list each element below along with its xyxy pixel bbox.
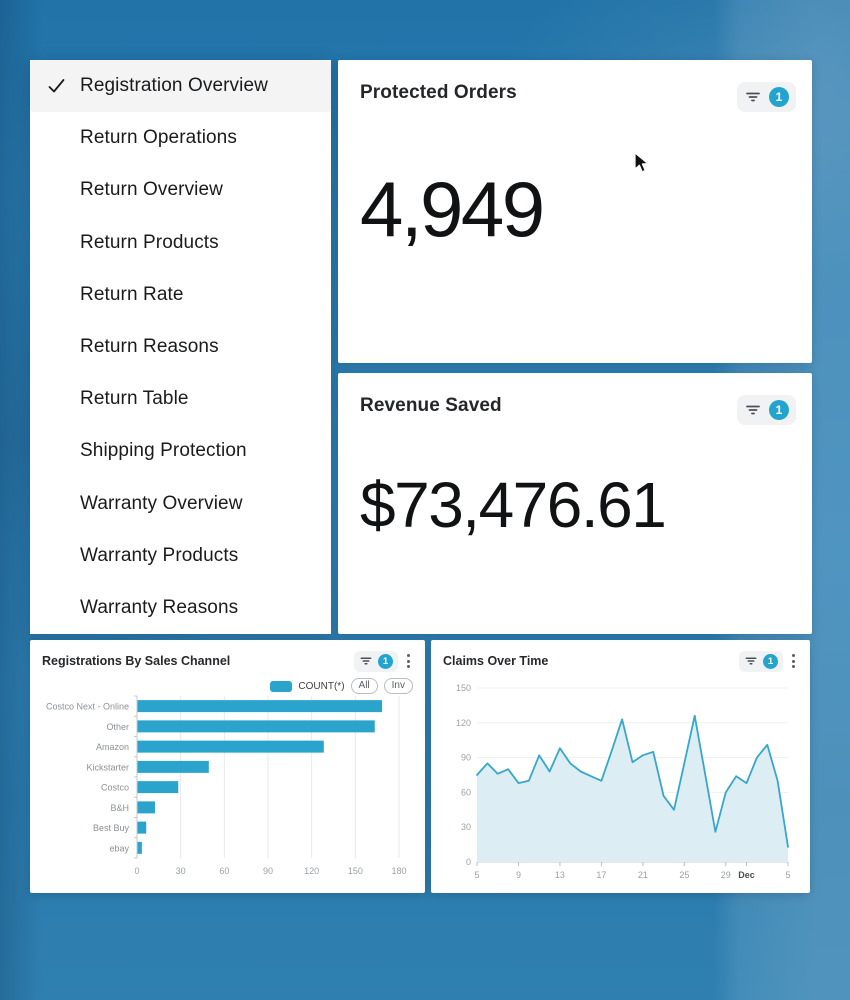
menu-item-label: Return Reasons xyxy=(80,336,219,358)
chart-title: Claims Over Time xyxy=(443,654,549,668)
svg-text:30: 30 xyxy=(461,822,471,832)
svg-text:B&H: B&H xyxy=(110,803,129,813)
svg-text:17: 17 xyxy=(596,870,606,880)
menu-item-label: Warranty Products xyxy=(80,544,239,566)
filter-count-badge: 1 xyxy=(769,87,789,107)
legend-all-button[interactable]: All xyxy=(350,678,378,694)
svg-text:120: 120 xyxy=(456,718,471,728)
menu-item-return-operations[interactable]: Return Operations xyxy=(30,112,331,164)
line-chart-canvas: 0 30 60 90 120 150 5 9 13 17 21 25 29 Dec 5 xyxy=(456,683,791,880)
menu-item-label: Shipping Protection xyxy=(80,440,247,462)
svg-text:90: 90 xyxy=(263,866,273,876)
menu-item-label: Return Products xyxy=(80,231,219,253)
filter-count-badge: 1 xyxy=(378,653,393,669)
chart-title: Registrations By Sales Channel xyxy=(42,654,231,668)
svg-text:29: 29 xyxy=(721,870,731,880)
svg-text:60: 60 xyxy=(219,866,229,876)
svg-text:Kickstarter: Kickstarter xyxy=(86,762,129,772)
revenue-saved-value: $73,476.61 xyxy=(360,469,667,541)
filter-button[interactable]: 1 xyxy=(737,82,796,112)
menu-item-return-rate[interactable]: Return Rate xyxy=(30,269,331,321)
svg-text:ebay: ebay xyxy=(109,843,129,853)
more-options-icon[interactable] xyxy=(404,650,413,672)
menu-item-return-reasons[interactable]: Return Reasons xyxy=(30,321,331,373)
filter-icon xyxy=(746,92,760,102)
menu-item-label: Warranty Overview xyxy=(80,492,243,514)
svg-text:90: 90 xyxy=(461,753,471,763)
svg-text:150: 150 xyxy=(348,866,363,876)
menu-item-registration-overview[interactable]: Registration Overview xyxy=(30,60,331,113)
svg-text:Best Buy: Best Buy xyxy=(93,823,130,833)
svg-text:9: 9 xyxy=(516,870,521,880)
protected-orders-card: Protected Orders 1 4,949 xyxy=(338,60,812,363)
protected-orders-value: 4,949 xyxy=(360,165,545,253)
claims-over-time-card: Claims Over Time 1 0 30 60 90 120 150 5 9 13 17 21… xyxy=(431,640,810,893)
filter-count-badge: 1 xyxy=(763,653,778,669)
menu-item-label: Return Rate xyxy=(80,283,184,305)
svg-text:0: 0 xyxy=(466,857,471,867)
menu-item-label: Return Overview xyxy=(80,179,223,201)
svg-text:Amazon: Amazon xyxy=(96,742,129,752)
svg-text:5: 5 xyxy=(785,870,790,880)
menu-item-label: Return Table xyxy=(80,388,189,410)
svg-text:5: 5 xyxy=(474,870,479,880)
legend-inv-button[interactable]: Inv xyxy=(383,678,413,694)
report-selector-menu: Registration Overview Return Operations … xyxy=(30,60,331,634)
filter-icon xyxy=(745,657,757,665)
revenue-saved-card: Revenue Saved 1 $73,476.61 xyxy=(338,373,812,634)
menu-item-label: Registration Overview xyxy=(80,75,268,97)
filter-button[interactable]: 1 xyxy=(354,650,398,672)
svg-text:Costco Next - Online: Costco Next - Online xyxy=(46,702,129,712)
legend-swatch xyxy=(270,680,293,692)
check-icon xyxy=(48,79,65,93)
menu-item-warranty-reasons[interactable]: Warranty Reasons xyxy=(30,582,331,634)
svg-text:Dec: Dec xyxy=(738,870,755,880)
filter-icon xyxy=(746,405,760,415)
bar-chart-canvas: 0 30 60 90 120 150 180 Costco Next - Online Othe… xyxy=(46,695,407,876)
svg-text:Costco: Costco xyxy=(101,783,129,793)
card-title: Protected Orders xyxy=(360,82,517,103)
registrations-by-sales-channel-card: Registrations By Sales Channel 1 COUNT(*… xyxy=(30,640,425,893)
menu-item-return-products[interactable]: Return Products xyxy=(30,217,331,269)
svg-text:25: 25 xyxy=(679,870,689,880)
filter-icon xyxy=(360,657,372,665)
filter-button[interactable]: 1 xyxy=(737,395,796,425)
svg-text:21: 21 xyxy=(638,870,648,880)
menu-item-warranty-overview[interactable]: Warranty Overview xyxy=(30,478,331,530)
legend-series-label: COUNT(*) xyxy=(298,680,345,692)
svg-text:60: 60 xyxy=(461,787,471,797)
menu-item-return-table[interactable]: Return Table xyxy=(30,373,331,425)
filter-count-badge: 1 xyxy=(769,400,789,420)
svg-text:0: 0 xyxy=(134,866,139,876)
svg-text:13: 13 xyxy=(555,870,565,880)
svg-text:180: 180 xyxy=(391,866,406,876)
svg-text:120: 120 xyxy=(304,866,319,876)
svg-text:150: 150 xyxy=(456,683,471,693)
menu-item-warranty-products[interactable]: Warranty Products xyxy=(30,530,331,582)
menu-item-shipping-protection[interactable]: Shipping Protection xyxy=(30,425,331,477)
menu-item-label: Warranty Reasons xyxy=(80,596,239,618)
svg-text:Other: Other xyxy=(106,722,129,732)
filter-button[interactable]: 1 xyxy=(739,650,783,672)
svg-text:30: 30 xyxy=(176,866,186,876)
more-options-icon[interactable] xyxy=(789,650,798,672)
menu-item-return-overview[interactable]: Return Overview xyxy=(30,164,331,216)
card-title: Revenue Saved xyxy=(360,395,502,416)
menu-item-label: Return Operations xyxy=(80,127,237,149)
